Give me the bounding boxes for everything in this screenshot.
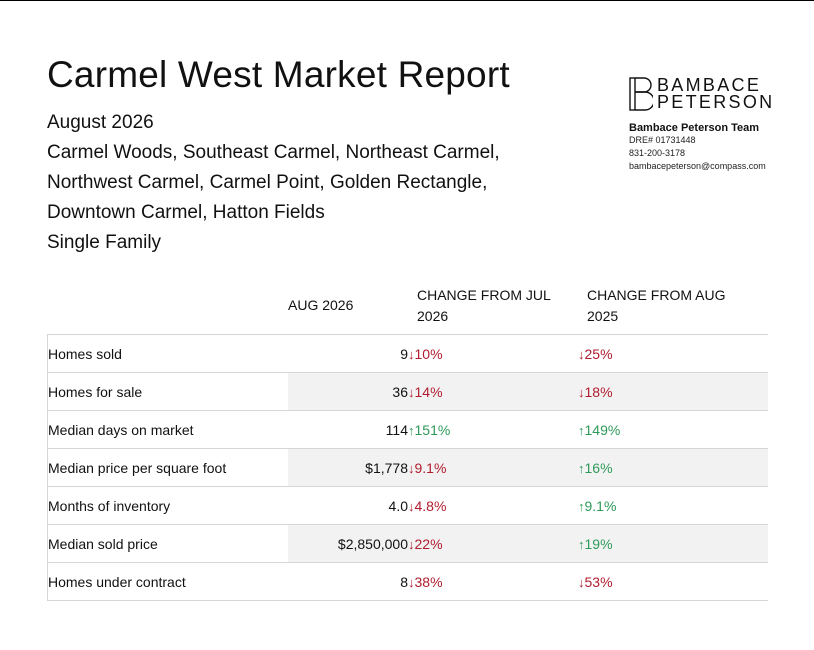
metric-label: Homes for sale xyxy=(47,372,288,411)
metric-label: Median days on market xyxy=(47,410,288,449)
bp-monogram-icon xyxy=(629,77,653,111)
change-from-jul-cell: ↑151% xyxy=(408,410,578,449)
arrow-up-icon: ↑ xyxy=(578,498,585,514)
table-row: Homes for sale 36 ↓14% ↓18% xyxy=(47,372,768,411)
brand-wordmark-line-2: PETERSON xyxy=(657,92,775,112)
change-from-jul-value: 22% xyxy=(414,535,443,552)
change-from-jul-value: 14% xyxy=(414,383,443,400)
change-from-aug-value: 149% xyxy=(584,421,621,438)
change-from-jul-cell: ↓4.8% xyxy=(408,486,578,525)
report-neighborhoods-line-2: Northwest Carmel, Carmel Point, Golden R… xyxy=(47,172,488,193)
header-metric xyxy=(48,277,289,335)
table-row: Months of inventory 4.0 ↓4.8% ↑9.1% xyxy=(47,486,768,525)
arrow-down-icon: ↓ xyxy=(408,346,415,362)
brand-logo: BAMBACE PETERSON xyxy=(629,76,809,112)
phone-number: 831-200-3178 xyxy=(629,148,686,158)
table-row: Median days on market 114 ↑151% ↑149% xyxy=(47,410,768,449)
change-from-aug-cell: ↓53% xyxy=(578,562,768,601)
change-from-jul-value: 151% xyxy=(414,421,451,438)
team-name: Bambace Peterson Team xyxy=(629,122,760,134)
brand-block: BAMBACE PETERSON Bambace Peterson Team D… xyxy=(629,76,809,173)
metric-value: 36 xyxy=(288,372,408,411)
brand-wordmark-line-1: BAMBACE xyxy=(657,75,762,95)
arrow-up-icon: ↑ xyxy=(578,536,585,552)
report-subtitle: August 2026 Carmel Woods, Southeast Carm… xyxy=(47,108,567,258)
header-aug-2026: AUG 2026 xyxy=(288,297,354,313)
table-row: Median price per square foot $1,778 ↓9.1% ↑… xyxy=(47,448,768,487)
report-title: Carmel West Market Report xyxy=(47,54,510,95)
change-from-aug-cell: ↑9.1% xyxy=(578,486,768,525)
metric-value: 9 xyxy=(288,334,408,373)
change-from-jul-cell: ↓38% xyxy=(408,562,578,601)
table-row: Median sold price $2,850,000 ↓22% ↑19% xyxy=(47,524,768,563)
table-header-row: AUG 2026 CHANGE FROM JUL 2026 CHANGE FRO… xyxy=(48,277,769,335)
change-from-aug-value: 53% xyxy=(584,573,613,590)
arrow-up-icon: ↑ xyxy=(578,422,585,438)
change-from-aug-cell: ↑149% xyxy=(578,410,768,449)
arrow-down-icon: ↓ xyxy=(408,536,415,552)
arrow-down-icon: ↓ xyxy=(578,574,585,590)
report-neighborhoods-line-3: Downtown Carmel, Hatton Fields xyxy=(47,202,325,223)
email-address[interactable]: bambacepeterson@compass.com xyxy=(629,161,766,171)
change-from-aug-value: 9.1% xyxy=(584,497,617,514)
change-from-aug-value: 25% xyxy=(584,345,613,362)
metric-label: Median sold price xyxy=(47,524,288,563)
metric-label: Median price per square foot xyxy=(47,448,288,487)
header-change-from-jul: CHANGE FROM JUL 2026 xyxy=(408,277,578,335)
header-change-from-aug: CHANGE FROM AUG 2025 xyxy=(578,277,768,335)
change-from-jul-cell: ↓9.1% xyxy=(408,448,578,487)
change-from-jul-cell: ↓22% xyxy=(408,524,578,563)
change-from-jul-value: 10% xyxy=(414,345,443,362)
arrow-up-icon: ↑ xyxy=(408,422,415,438)
arrow-down-icon: ↓ xyxy=(578,346,585,362)
change-from-aug-cell: ↓18% xyxy=(578,372,768,411)
brand-wordmark: BAMBACE PETERSON xyxy=(657,75,775,112)
market-stats-table: AUG 2026 CHANGE FROM JUL 2026 CHANGE FRO… xyxy=(47,277,768,601)
arrow-down-icon: ↓ xyxy=(578,384,585,400)
header-change-from-aug-text: CHANGE FROM AUG 2025 xyxy=(587,286,726,324)
metric-label: Months of inventory xyxy=(47,486,288,525)
change-from-aug-value: 19% xyxy=(584,535,613,552)
table-body: Homes sold 9 ↓10% ↓25% Homes for sale 36 ↓14% ↓… xyxy=(47,334,768,601)
metric-value: 114 xyxy=(288,410,408,449)
metric-value: $2,850,000 xyxy=(288,524,408,563)
change-from-jul-value: 9.1% xyxy=(414,459,447,476)
change-from-aug-cell: ↓25% xyxy=(578,334,768,373)
change-from-aug-cell: ↑16% xyxy=(578,448,768,487)
metric-label: Homes sold xyxy=(47,334,288,373)
change-from-jul-cell: ↓14% xyxy=(408,372,578,411)
change-from-aug-cell: ↑19% xyxy=(578,524,768,563)
dre-number: DRE# 01731448 xyxy=(629,135,696,145)
arrow-down-icon: ↓ xyxy=(408,384,415,400)
metric-label: Homes under contract xyxy=(47,562,288,601)
arrow-down-icon: ↓ xyxy=(408,498,415,514)
top-rule xyxy=(0,0,814,1)
arrow-up-icon: ↑ xyxy=(578,460,585,476)
table-row: Homes under contract 8 ↓38% ↓53% xyxy=(47,562,768,601)
report-period: August 2026 xyxy=(47,112,154,133)
metric-value: $1,778 xyxy=(288,448,408,487)
change-from-aug-value: 18% xyxy=(584,383,613,400)
metric-value: 8 xyxy=(288,562,408,601)
metric-value: 4.0 xyxy=(288,486,408,525)
table-row: Homes sold 9 ↓10% ↓25% xyxy=(47,334,768,373)
report-neighborhoods-line-1: Carmel Woods, Southeast Carmel, Northeas… xyxy=(47,142,500,163)
report-property-type: Single Family xyxy=(47,232,162,253)
change-from-jul-value: 38% xyxy=(414,573,443,590)
arrow-down-icon: ↓ xyxy=(408,460,415,476)
header-change-from-jul-text: CHANGE FROM JUL 2026 xyxy=(417,286,551,324)
change-from-aug-value: 16% xyxy=(584,459,613,476)
change-from-jul-value: 4.8% xyxy=(414,497,447,514)
change-from-jul-cell: ↓10% xyxy=(408,334,578,373)
arrow-down-icon: ↓ xyxy=(408,574,415,590)
